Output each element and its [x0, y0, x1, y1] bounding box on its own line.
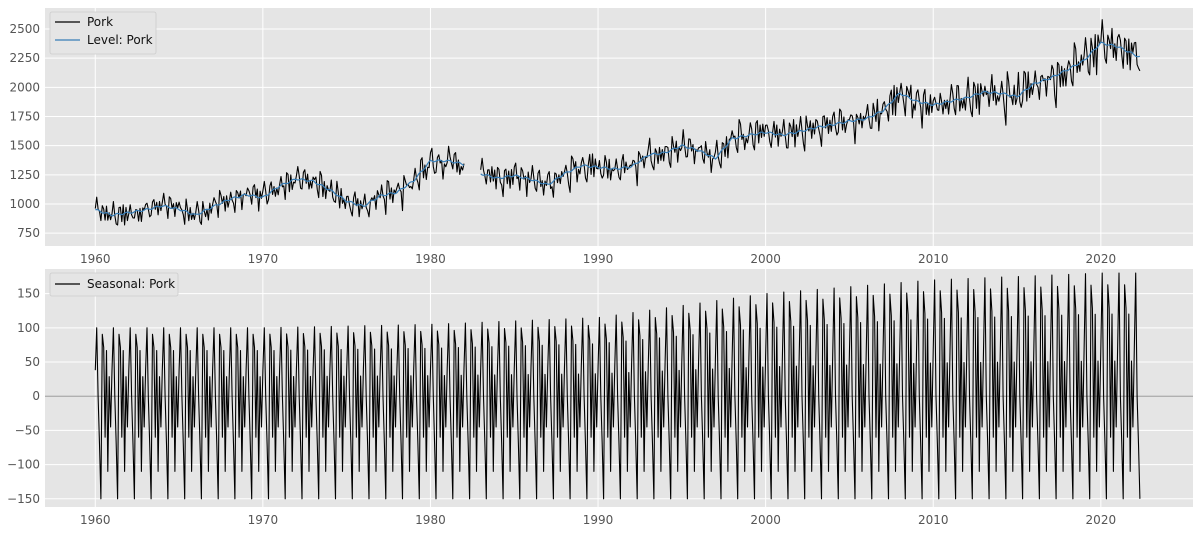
- top-y-tick-labels: 750 1000 1250 1500 1750 2000 2250 2500: [9, 22, 40, 240]
- level-panel: 1960 1970 1980 1990 2000 2010 2020 750 1000 1250…: [9, 8, 1193, 266]
- y-tick-label: 1750: [9, 110, 40, 124]
- y-tick-label: 1500: [9, 139, 40, 153]
- x-tick-label: 1980: [415, 513, 446, 527]
- bottom-y-tick-labels: −150 −100 −50 0 50 100 150: [7, 287, 40, 506]
- y-tick-label: 2250: [9, 51, 40, 65]
- legend-label-level-pork: Level: Pork: [87, 33, 153, 47]
- x-tick-label: 2000: [750, 252, 781, 266]
- y-tick-label: 150: [17, 287, 40, 301]
- top-plot-background: [45, 8, 1193, 246]
- y-tick-label: −50: [15, 423, 40, 437]
- y-tick-label: 0: [32, 389, 40, 403]
- x-tick-label: 1960: [80, 513, 111, 527]
- bottom-series-group: [45, 272, 1193, 500]
- legend-label-pork: Pork: [87, 15, 113, 29]
- x-tick-label: 2020: [1086, 513, 1117, 527]
- legend-label-seasonal-pork: Seasonal: Pork: [87, 277, 175, 291]
- series-line-level-pork: [95, 41, 1141, 217]
- bottom-legend-box: [49, 272, 179, 297]
- y-tick-label: −150: [7, 492, 40, 506]
- seasonal-panel: 1960 1970 1980 1990 2000 2010 2020 −150 −100 −50…: [7, 269, 1193, 527]
- x-tick-label: 2000: [750, 513, 781, 527]
- y-tick-label: 50: [25, 355, 40, 369]
- bottom-x-tick-labels: 1960 1970 1980 1990 2000 2010 2020: [80, 513, 1116, 527]
- top-legend: Pork Level: Pork: [49, 11, 157, 55]
- y-tick-label: 100: [17, 321, 40, 335]
- y-tick-label: 750: [17, 226, 40, 240]
- x-tick-label: 1990: [583, 252, 614, 266]
- top-series-group: [94, 19, 1141, 226]
- x-tick-label: 1980: [415, 252, 446, 266]
- x-tick-label: 1970: [248, 252, 279, 266]
- series-line-seasonal-pork: [94, 272, 1141, 500]
- y-tick-label: 1250: [9, 168, 40, 182]
- y-tick-label: 2500: [9, 22, 40, 36]
- x-tick-label: 1960: [80, 252, 111, 266]
- y-tick-label: −100: [7, 458, 40, 472]
- y-tick-label: 1000: [9, 197, 40, 211]
- bottom-legend: Seasonal: Pork: [49, 272, 179, 297]
- top-x-tick-labels: 1960 1970 1980 1990 2000 2010 2020: [80, 252, 1116, 266]
- x-tick-label: 1970: [248, 513, 279, 527]
- x-tick-label: 2020: [1086, 252, 1117, 266]
- x-tick-label: 2010: [918, 513, 949, 527]
- x-tick-label: 2010: [918, 252, 949, 266]
- y-tick-label: 2000: [9, 80, 40, 94]
- x-tick-label: 1990: [583, 513, 614, 527]
